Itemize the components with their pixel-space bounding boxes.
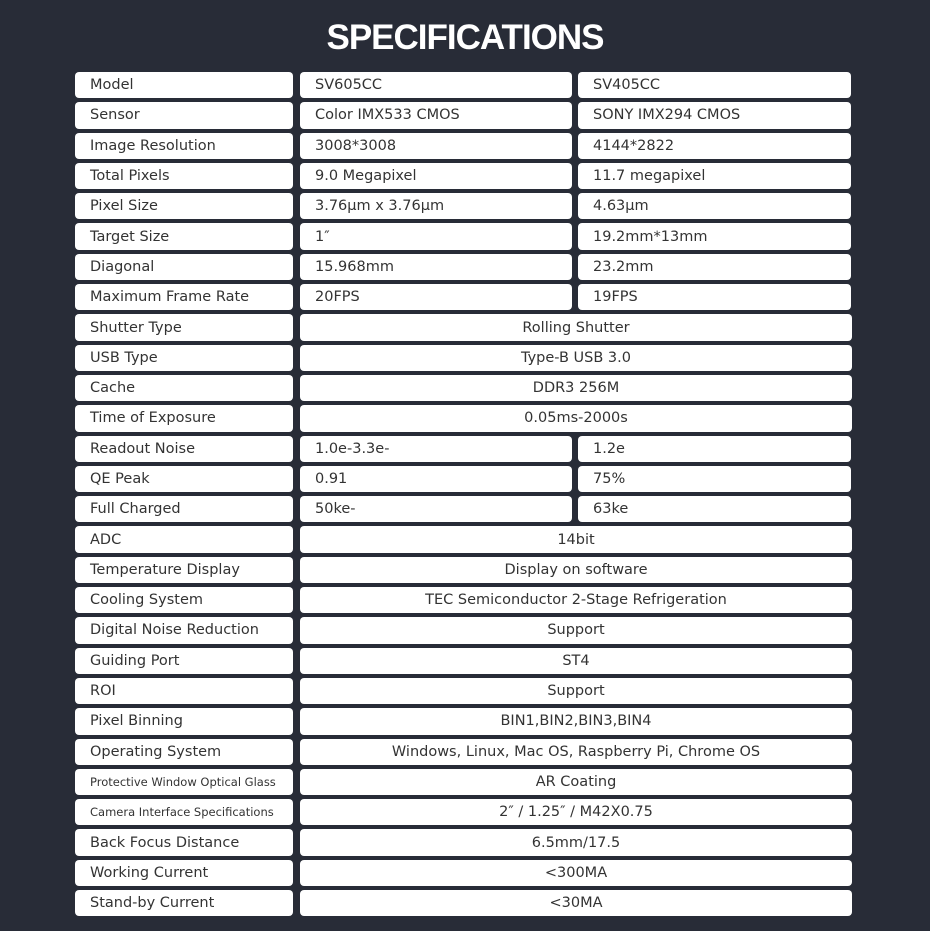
table-row: Back Focus Distance 6.5mm/17.5 [75,829,852,856]
page-title: SPECIFICATIONS [326,18,604,57]
spec-value: 6.5mm/17.5 [300,829,852,856]
spec-value: TEC Semiconductor 2-Stage Refrigeration [300,587,852,614]
spec-label: Protective Window Optical Glass [75,768,293,796]
table-row: Cache DDR3 256M [75,374,852,402]
table-row: Protective Window Optical Glass AR Coatin… [75,768,852,796]
spec-label: Full Charged [75,496,293,523]
table-row: Model SV605CC SV405CC [75,72,852,99]
table-row: Readout Noise 1.0e-3.3e- 1.2e [75,435,852,462]
spec-value: Color IMX533 CMOS [300,102,572,129]
spec-value: Rolling Shutter [300,314,852,341]
table-row: ADC 14bit [75,526,852,553]
spec-value: SONY IMX294 CMOS [578,102,851,129]
spec-label: Pixel Size [75,193,293,220]
spec-value: Windows, Linux, Mac OS, Raspberry Pi, Ch… [300,738,852,765]
spec-value: 1.0e-3.3e- [300,435,572,462]
spec-value: SV405CC [578,72,851,99]
spec-label: Sensor [75,102,293,129]
spec-label: Target Size [75,223,293,250]
spec-value: 9.0 Megapixel [300,162,572,190]
spec-label: USB Type [75,344,293,371]
spec-value: AR Coating [300,768,852,796]
table-row: Stand-by Current <30MA [75,890,852,917]
spec-label: Pixel Binning [75,708,293,735]
spec-value: 3.76µm x 3.76µm [300,193,572,220]
spec-value: 0.91 [300,465,572,493]
spec-label: QE Peak [75,465,293,493]
spec-label: Guiding Port [75,647,293,674]
spec-value: DDR3 256M [300,374,852,402]
spec-label: Camera Interface Specifications [75,799,293,826]
table-row: Cooling System TEC Semiconductor 2-Stage … [75,587,852,614]
spec-value: Support [300,617,852,644]
table-row: Digital Noise Reduction Support [75,617,852,644]
spec-value: Support [300,677,852,705]
spec-label: Cooling System [75,587,293,614]
spec-label: Diagonal [75,253,293,281]
table-row: ROI Support [75,677,852,705]
spec-label: Time of Exposure [75,405,293,432]
spec-label: Maximum Frame Rate [75,284,293,311]
spec-value: 19.2mm*13mm [578,223,851,250]
table-row: Pixel Size 3.76µm x 3.76µm 4.63µm [75,193,852,220]
spec-label: Image Resolution [75,132,293,159]
spec-label: Shutter Type [75,314,293,341]
spec-value: 0.05ms-2000s [300,405,852,432]
spec-label: Stand-by Current [75,890,293,917]
table-row: USB Type Type-B USB 3.0 [75,344,852,371]
table-row: Pixel Binning BIN1,BIN2,BIN3,BIN4 [75,708,852,735]
spec-value: 75% [578,465,851,493]
spec-table: Model SV605CC SV405CC Sensor Color IMX533 CM… [75,72,852,920]
spec-label: Readout Noise [75,435,293,462]
table-row: Diagonal 15.968mm 23.2mm [75,253,852,281]
table-row: Operating System Windows, Linux, Mac OS, … [75,738,852,765]
table-row: Maximum Frame Rate 20FPS 19FPS [75,284,852,311]
spec-value: SV605CC [300,72,572,99]
spec-value: 1.2e [578,435,851,462]
spec-value: 2″ / 1.25″ / M42X0.75 [300,799,852,826]
spec-value: 14bit [300,526,852,553]
table-row: Target Size 1″ 19.2mm*13mm [75,223,852,250]
spec-label: Temperature Display [75,556,293,584]
spec-label: Operating System [75,738,293,765]
spec-label: Back Focus Distance [75,829,293,856]
spec-value: 11.7 megapixel [578,162,851,190]
table-row: Time of Exposure 0.05ms-2000s [75,405,852,432]
table-row: Shutter Type Rolling Shutter [75,314,852,341]
spec-value: 50ke- [300,496,572,523]
table-row: Image Resolution 3008*3008 4144*2822 [75,132,852,159]
spec-label: Total Pixels [75,162,293,190]
spec-value: 3008*3008 [300,132,572,159]
spec-label: ADC [75,526,293,553]
spec-label: Model [75,72,293,99]
spec-value: 20FPS [300,284,572,311]
table-row: Guiding Port ST4 [75,647,852,674]
spec-value: BIN1,BIN2,BIN3,BIN4 [300,708,852,735]
spec-value: 23.2mm [578,253,851,281]
table-row: Total Pixels 9.0 Megapixel 11.7 megapixel [75,162,852,190]
spec-value: 19FPS [578,284,851,311]
spec-value: 4144*2822 [578,132,851,159]
spec-value: 63ke [578,496,851,523]
spec-value: Display on software [300,556,852,584]
spec-value: <30MA [300,890,852,917]
spec-value: 4.63µm [578,193,851,220]
spec-value: Type-B USB 3.0 [300,344,852,371]
spec-value: ST4 [300,647,852,674]
spec-label: Digital Noise Reduction [75,617,293,644]
spec-label: Cache [75,374,293,402]
spec-value: 15.968mm [300,253,572,281]
table-row: Sensor Color IMX533 CMOS SONY IMX294 CMOS [75,102,852,129]
spec-label: ROI [75,677,293,705]
table-row: Full Charged 50ke- 63ke [75,496,852,523]
table-row: QE Peak 0.91 75% [75,465,852,493]
spec-value: <300MA [300,859,852,887]
table-row: Working Current <300MA [75,859,852,887]
table-row: Temperature Display Display on software [75,556,852,584]
spec-value: 1″ [300,223,572,250]
table-row: Camera Interface Specifications 2″ / 1.25… [75,799,852,826]
spec-label: Working Current [75,859,293,887]
